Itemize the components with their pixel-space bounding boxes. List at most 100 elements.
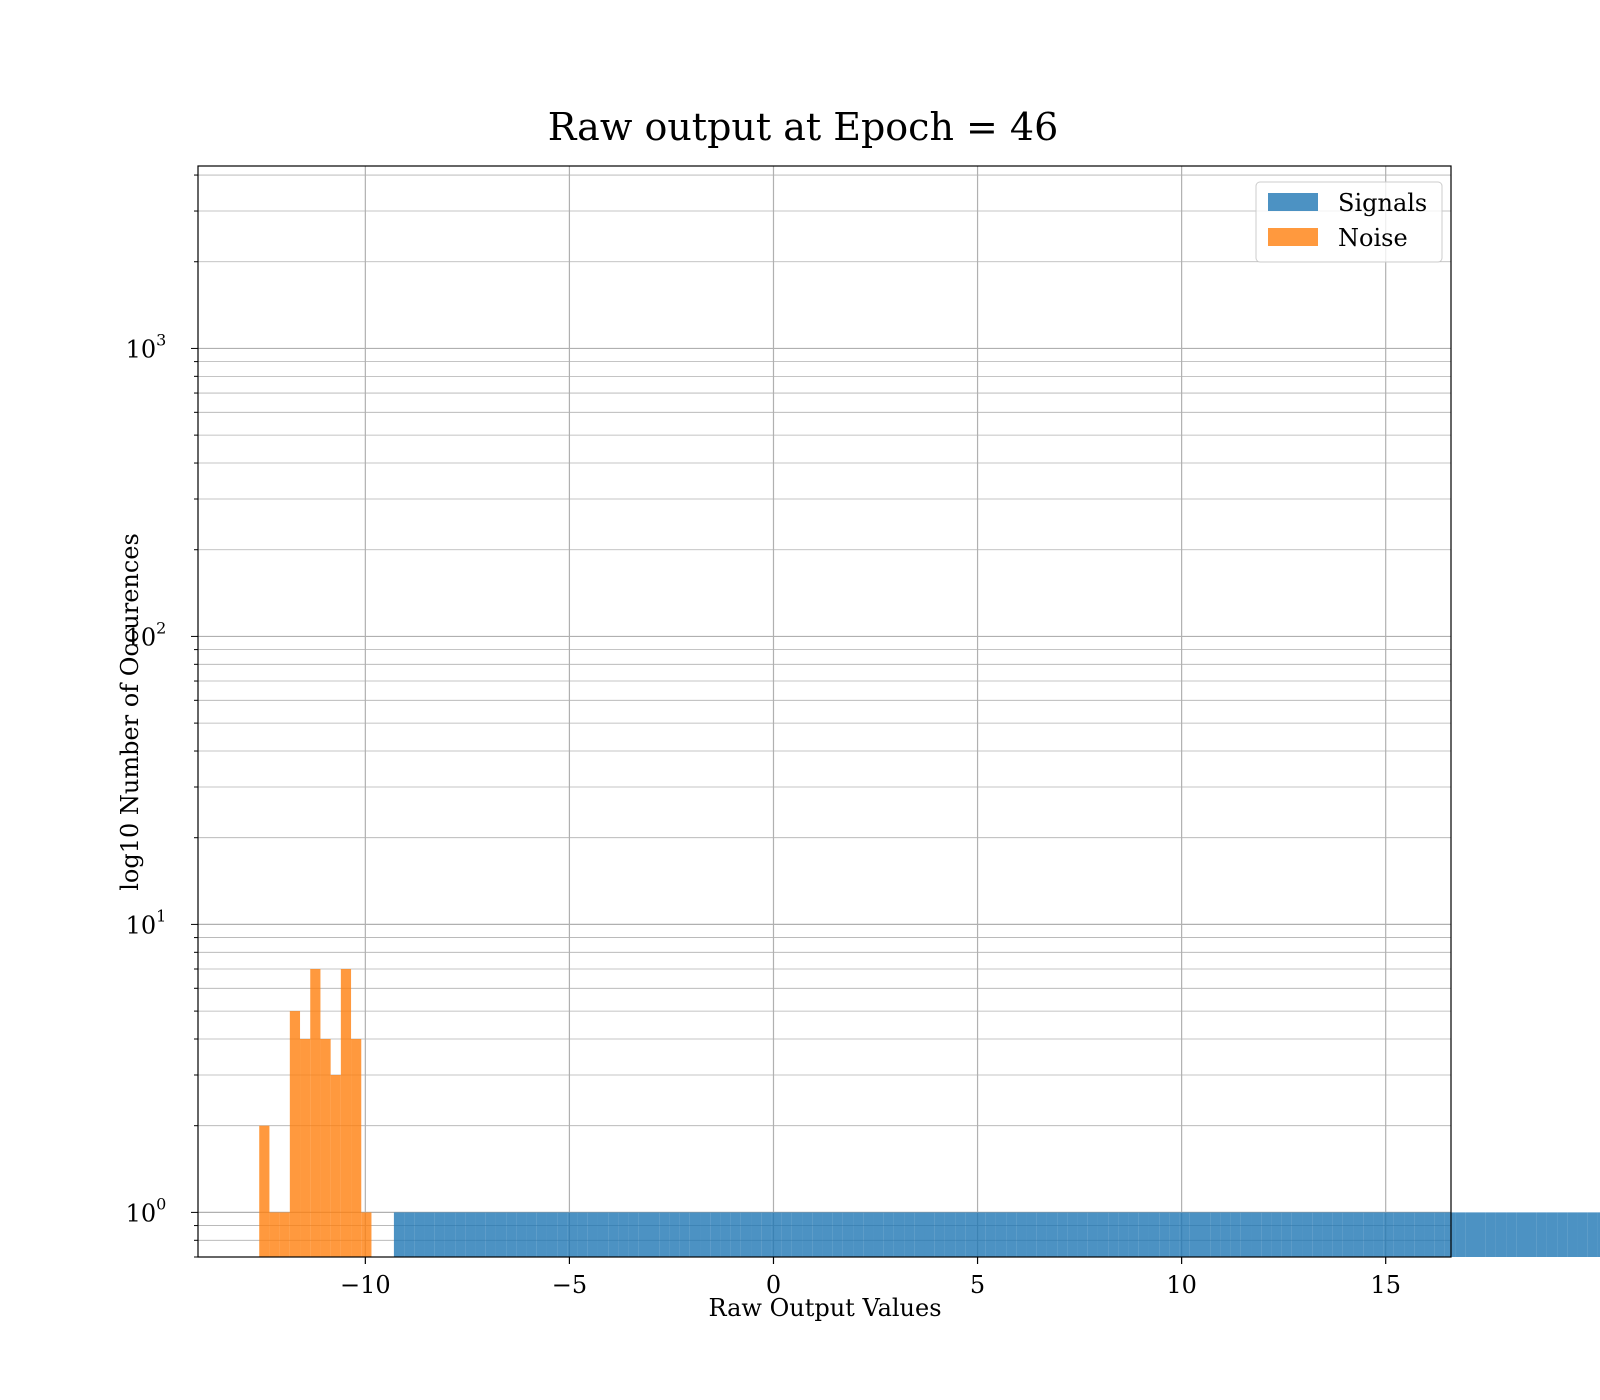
noise-bar: [289, 1011, 301, 1257]
signals-bar: [1424, 1212, 1435, 1257]
signals-bar: [975, 1212, 986, 1257]
signals-bar: [1332, 1212, 1343, 1257]
y-tick-label: 102: [126, 618, 167, 651]
x-axis-ticks: −10 −5 0 5 10 15: [340, 1257, 1401, 1299]
noise-bar: [351, 1039, 362, 1257]
y-tick-label: 103: [126, 330, 167, 363]
signals-bar: [1302, 1212, 1313, 1257]
signals-bar: [1444, 1212, 1456, 1257]
signals-bar: [1138, 1212, 1149, 1257]
signals-bars: [393, 1212, 1600, 1257]
noise-bar: [340, 969, 352, 1257]
x-tick-label: 0: [766, 1271, 781, 1299]
signals-bar: [1393, 1212, 1405, 1257]
signals-bar: [506, 1212, 517, 1257]
signals-bar: [1251, 1212, 1262, 1257]
signals-bar: [1169, 1212, 1180, 1257]
noise-bar: [279, 1212, 290, 1257]
signals-bar: [904, 1212, 915, 1257]
signals-bar: [465, 1212, 476, 1257]
signals-bar: [1557, 1212, 1568, 1257]
signals-bar: [1271, 1212, 1282, 1257]
signals-bar: [914, 1212, 925, 1257]
signals-bar: [1414, 1212, 1425, 1257]
signals-bar: [1128, 1212, 1139, 1257]
signals-bar: [1240, 1212, 1252, 1257]
signals-bar: [424, 1212, 435, 1257]
signals-bar: [771, 1212, 782, 1257]
signals-bar: [1495, 1212, 1507, 1257]
x-axis-label: Raw Output Values: [708, 1294, 941, 1322]
signals-bar: [1189, 1212, 1200, 1257]
signals-bar: [557, 1212, 568, 1257]
signals-bar: [995, 1212, 1007, 1257]
noise-bars: [259, 969, 372, 1257]
signals-bar: [1077, 1212, 1088, 1257]
y-axis-ticks: 100 101 102 103: [126, 174, 198, 1258]
signals-bar: [883, 1212, 894, 1257]
signals-bar: [1363, 1212, 1374, 1257]
signals-bar: [1465, 1212, 1476, 1257]
signals-bar: [863, 1212, 874, 1257]
signals-bar: [1108, 1212, 1119, 1257]
signals-bar: [648, 1212, 660, 1257]
signals-bar: [1506, 1212, 1517, 1257]
signals-bar: [689, 1212, 701, 1257]
noise-bar: [310, 969, 321, 1257]
signals-bar: [1291, 1212, 1303, 1257]
signals-bar: [1046, 1212, 1058, 1257]
x-tick-label: −5: [552, 1271, 587, 1299]
signals-bar: [404, 1212, 415, 1257]
noise-bar: [259, 1125, 270, 1257]
y-tick-label: 101: [126, 906, 167, 939]
noise-bar: [269, 1212, 280, 1257]
signals-bar: [1097, 1212, 1109, 1257]
signals-bar: [1230, 1212, 1241, 1257]
signals-bar: [1597, 1212, 1600, 1257]
signals-bar: [965, 1212, 976, 1257]
noise-bar: [361, 1212, 372, 1257]
signals-bar: [1475, 1212, 1486, 1257]
chart-title: Raw output at Epoch = 46: [548, 105, 1059, 149]
signals-bar: [812, 1212, 823, 1257]
legend-label-noise: Noise: [1338, 224, 1408, 252]
signals-bar: [1455, 1212, 1466, 1257]
signals-bar: [944, 1212, 956, 1257]
signals-bar: [444, 1212, 456, 1257]
legend-label-signals: Signals: [1338, 189, 1427, 217]
signals-bar: [730, 1212, 741, 1257]
signals-bar: [1434, 1212, 1445, 1257]
signals-bar: [485, 1212, 496, 1257]
signals-bar: [1546, 1212, 1558, 1257]
signals-bar: [893, 1212, 905, 1257]
signals-bar: [495, 1212, 507, 1257]
signals-bar: [587, 1212, 598, 1257]
signals-bar: [669, 1212, 680, 1257]
signals-bar: [1057, 1212, 1068, 1257]
signals-bar: [1587, 1212, 1598, 1257]
signals-bar: [536, 1212, 547, 1257]
signals-bar: [526, 1212, 537, 1257]
signals-bar: [761, 1212, 772, 1257]
signals-bar: [1281, 1212, 1292, 1257]
x-tick-label: 5: [970, 1271, 985, 1299]
signals-bar: [700, 1212, 711, 1257]
signals-bar: [924, 1212, 935, 1257]
plot-area: [197, 165, 1600, 1258]
signals-bar: [853, 1212, 864, 1257]
signals-bar: [1577, 1212, 1588, 1257]
signals-bar: [628, 1212, 639, 1257]
signals-bar: [475, 1212, 486, 1257]
plot-background: [198, 166, 1451, 1257]
signals-bar: [1373, 1212, 1384, 1257]
signals-bar: [1199, 1212, 1211, 1257]
signals-bar: [516, 1212, 527, 1257]
signals-bar: [1026, 1212, 1037, 1257]
signals-bar: [597, 1212, 609, 1257]
signals-bar: [1006, 1212, 1017, 1257]
signals-bar: [414, 1212, 425, 1257]
signals-bar: [1087, 1212, 1098, 1257]
legend-swatch-noise: [1268, 228, 1318, 246]
signals-bar: [1404, 1212, 1415, 1257]
signals-bar: [802, 1212, 813, 1257]
